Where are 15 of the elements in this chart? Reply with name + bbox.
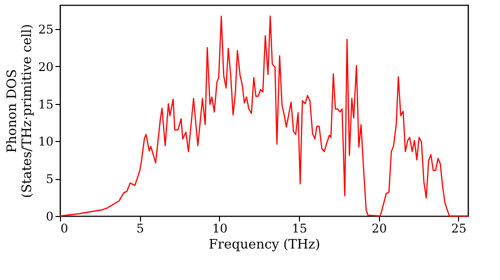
x-tick-label: 20 bbox=[372, 222, 387, 236]
y-tick-label: 15 bbox=[38, 97, 54, 112]
x-tick-label: 25 bbox=[451, 222, 467, 236]
x-tick-label: 10 bbox=[212, 222, 228, 236]
x-tick-label: 0 bbox=[60, 222, 68, 236]
y-tick-label: 25 bbox=[38, 22, 54, 36]
x-axis-title: Frequency (THz) bbox=[208, 238, 320, 252]
line-series bbox=[59, 16, 469, 217]
x-tick-label: 15 bbox=[292, 222, 308, 236]
y-tick-label: 0 bbox=[46, 210, 54, 224]
y-tick-label: 10 bbox=[38, 134, 54, 149]
x-tick-label: 5 bbox=[136, 222, 144, 236]
y-tick-label: 5 bbox=[46, 172, 54, 186]
y-tick-label: 20 bbox=[38, 60, 54, 74]
y-axis-title: Phonon DOS (States/THz·primitive cell) bbox=[5, 24, 36, 198]
